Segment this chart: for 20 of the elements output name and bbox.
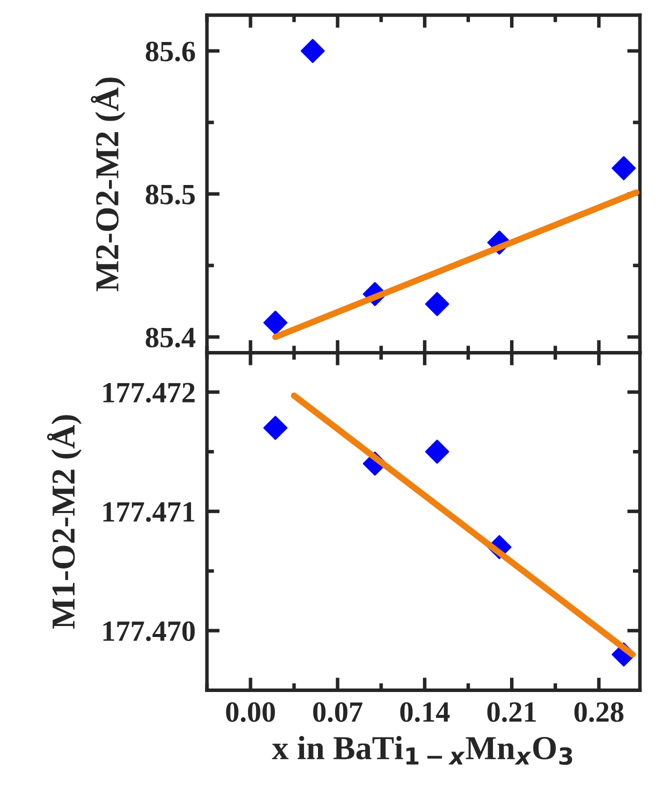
point — [300, 38, 325, 63]
x-tick-label: 0.21 — [487, 702, 536, 722]
y-axis-title: M1-O2-M2 (Å) — [47, 415, 82, 629]
point — [263, 416, 288, 440]
point — [612, 156, 636, 180]
point — [425, 440, 450, 464]
x-tick-label: 0.00 — [226, 702, 275, 722]
y-axis-title: M2-O2-M2 (Å) — [90, 78, 126, 292]
point — [263, 310, 288, 335]
x-tick-label: 0.07 — [313, 702, 362, 722]
y-tick-label: 177.471 — [103, 502, 194, 522]
x-tick-label: 0.28 — [574, 702, 624, 722]
x-tick-label: 0.14 — [400, 702, 450, 722]
y-tick-label: 85.4 — [146, 328, 196, 348]
y-tick-label: 177.470 — [103, 621, 195, 642]
x-axis-title: x in BaTi$_{1−x}$Mn$_{x}$O$_{3}$ — [272, 736, 572, 765]
y-tick-label: 85.6 — [146, 42, 195, 62]
y-tick-label: 177.472 — [103, 382, 195, 403]
y-tick-label: 85.5 — [146, 184, 195, 204]
point — [425, 292, 450, 316]
